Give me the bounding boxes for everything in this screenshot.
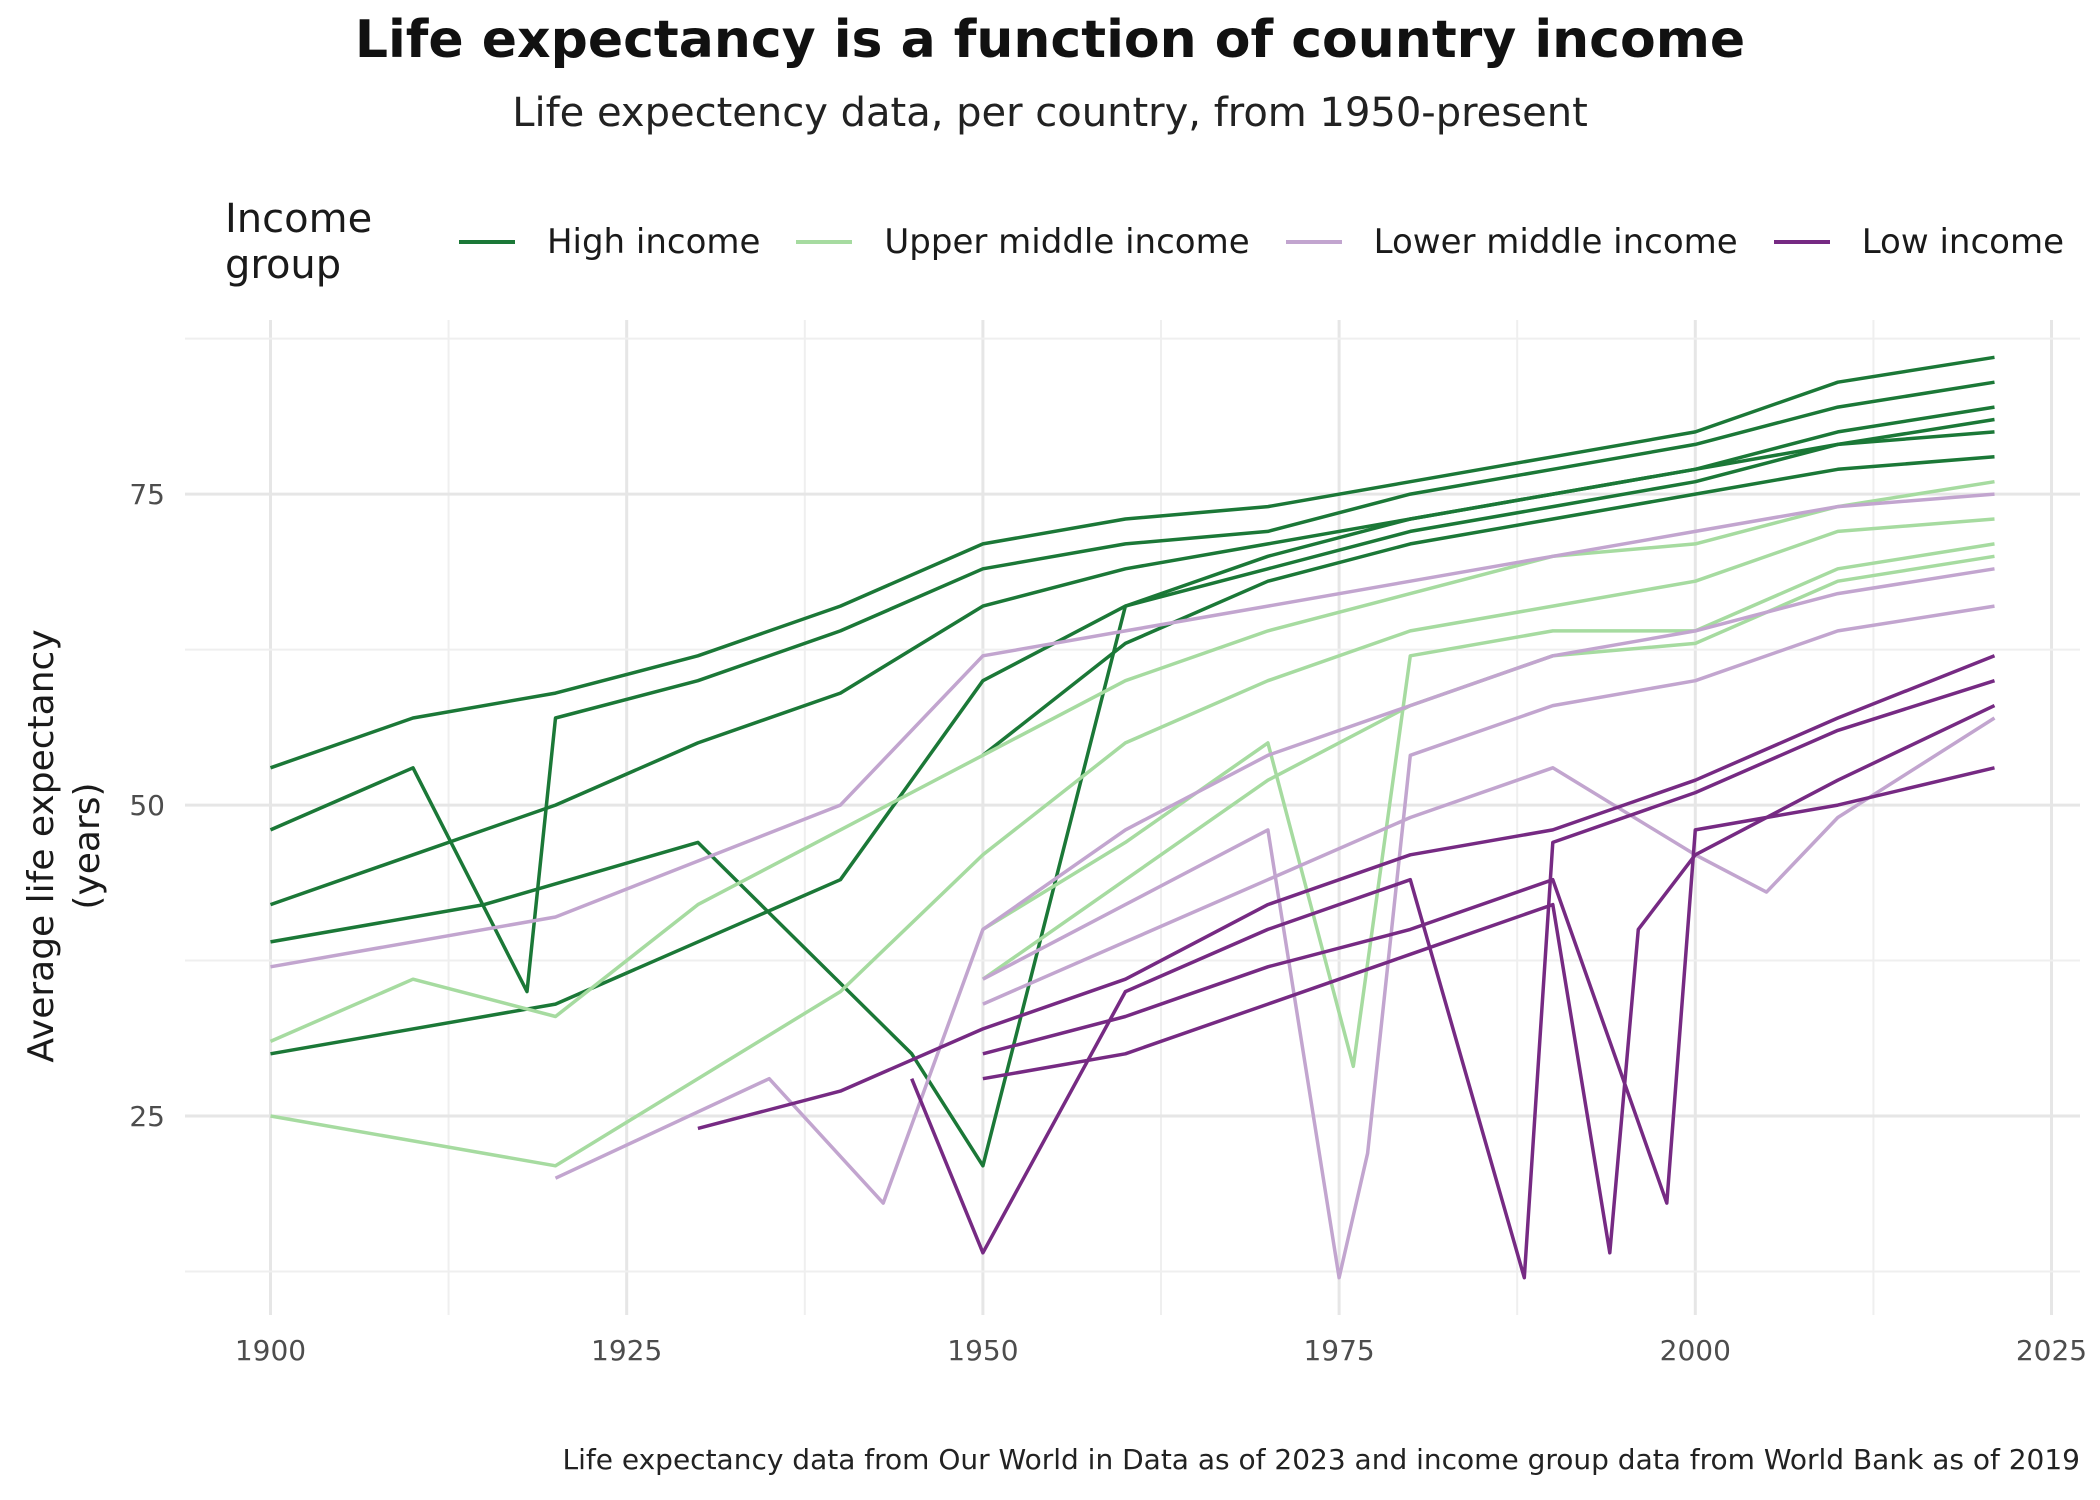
x-axis-ticks: 1900 1925 1950 1975 2000 2025 xyxy=(235,1334,2087,1367)
series-line xyxy=(269,479,1995,1044)
series-line xyxy=(554,567,1995,1205)
chart-subtitle: Life expectency data, per country, from … xyxy=(512,90,1588,136)
legend-swatch xyxy=(1285,240,1342,244)
series-line xyxy=(270,492,1995,969)
legend-item-high-income: High income xyxy=(458,222,761,262)
y-tick-label: 75 xyxy=(129,478,165,511)
legend-swatch xyxy=(796,240,853,244)
gridlines xyxy=(185,320,2080,1315)
series-line xyxy=(981,455,1995,757)
legend-item-upper-middle-income: Upper middle income xyxy=(796,222,1250,262)
series-line xyxy=(269,405,1995,907)
y-axis-ticks: 25 50 75 xyxy=(129,478,165,1133)
legend-item-low-income: Low income xyxy=(1773,222,2064,262)
legend-label: Low income xyxy=(1861,222,2064,262)
series-line xyxy=(982,716,1996,1006)
series-line xyxy=(981,554,1995,981)
legend-label: Upper middle income xyxy=(884,222,1250,262)
x-tick-label: 1900 xyxy=(235,1334,306,1367)
legend-swatch xyxy=(1773,240,1830,244)
y-tick-label: 50 xyxy=(129,789,165,822)
series-line xyxy=(270,417,1995,1168)
series-line xyxy=(269,355,1995,770)
x-tick-label: 1975 xyxy=(1303,1334,1374,1367)
series-line xyxy=(697,654,1996,1131)
series-line xyxy=(982,704,1996,1255)
legend-title: Income group xyxy=(225,196,373,288)
chart-title: Life expectancy is a function of country… xyxy=(354,10,1746,70)
legend-label: High income xyxy=(546,222,761,262)
x-tick-label: 1925 xyxy=(591,1334,662,1367)
series-lines xyxy=(269,355,1996,1280)
series-line xyxy=(982,766,1995,1205)
series-line xyxy=(982,604,1995,1280)
x-tick-label: 2000 xyxy=(1660,1334,1731,1367)
x-tick-label: 1950 xyxy=(947,1334,1018,1367)
legend-label: Lower middle income xyxy=(1373,222,1738,262)
series-line xyxy=(270,430,1995,1056)
series-line xyxy=(269,380,1995,994)
series-line xyxy=(910,679,1996,1280)
legend-item-lower-middle-income: Lower middle income xyxy=(1285,222,1738,262)
x-tick-label: 2025 xyxy=(2016,1334,2087,1367)
series-line xyxy=(270,517,1995,1168)
chart-caption: Life expectancy data from Our World in D… xyxy=(562,1443,2081,1476)
legend: Income group High income Upper middle in… xyxy=(225,196,2100,288)
legend-swatch xyxy=(458,240,515,244)
series-line xyxy=(981,542,1995,1069)
y-tick-label: 25 xyxy=(129,1100,165,1133)
